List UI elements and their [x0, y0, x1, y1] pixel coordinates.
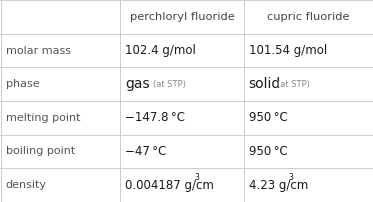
- Text: −147.8 °C: −147.8 °C: [125, 111, 185, 124]
- Text: phase: phase: [6, 79, 39, 89]
- Text: molar mass: molar mass: [6, 45, 70, 56]
- Text: cupric fluoride: cupric fluoride: [267, 12, 350, 22]
- Text: 0.004187 g/cm: 0.004187 g/cm: [125, 179, 214, 192]
- Text: 4.23 g/cm: 4.23 g/cm: [249, 179, 308, 192]
- Text: solid: solid: [249, 77, 281, 91]
- Text: 3: 3: [288, 173, 293, 182]
- Text: perchloryl fluoride: perchloryl fluoride: [130, 12, 235, 22]
- Text: gas: gas: [125, 77, 150, 91]
- Text: 950 °C: 950 °C: [249, 111, 288, 124]
- Text: 101.54 g/mol: 101.54 g/mol: [249, 44, 327, 57]
- Text: 102.4 g/mol: 102.4 g/mol: [125, 44, 196, 57]
- Text: 3: 3: [194, 173, 199, 182]
- Text: (at STP): (at STP): [153, 80, 186, 89]
- Text: 950 °C: 950 °C: [249, 145, 288, 158]
- Text: boiling point: boiling point: [6, 146, 75, 157]
- Text: melting point: melting point: [6, 113, 80, 123]
- Text: −47 °C: −47 °C: [125, 145, 166, 158]
- Text: (at STP): (at STP): [277, 80, 310, 89]
- Text: density: density: [6, 180, 47, 190]
